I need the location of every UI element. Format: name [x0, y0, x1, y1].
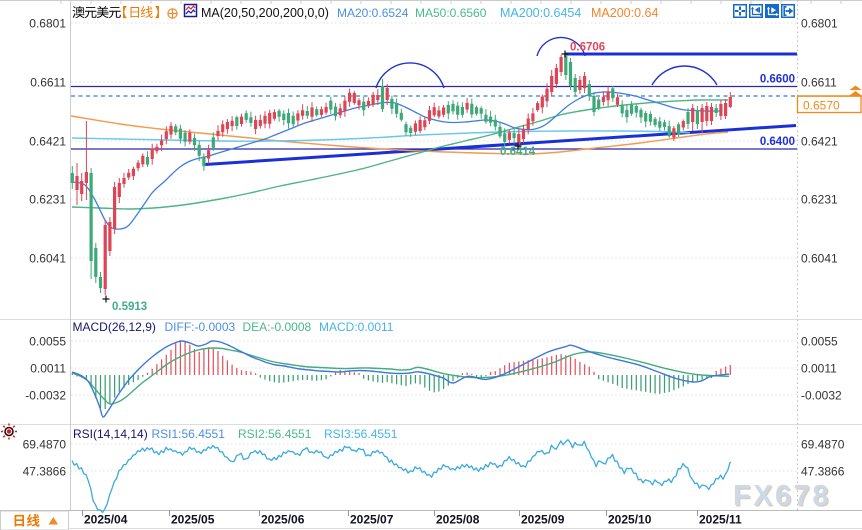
- svg-text:DEA:-0.0008: DEA:-0.0008: [243, 320, 312, 334]
- svg-text:MA(20,50,200,200,0,0): MA(20,50,200,200,0,0): [201, 6, 329, 20]
- svg-text:MA50:0.6560: MA50:0.6560: [415, 6, 487, 20]
- svg-text:2025/08: 2025/08: [436, 513, 480, 527]
- svg-text:MACD(26,12,9): MACD(26,12,9): [73, 320, 156, 334]
- svg-text:0.0055: 0.0055: [801, 335, 838, 349]
- svg-text:MA20:0.6524: MA20:0.6524: [337, 6, 409, 20]
- svg-text:0.5913: 0.5913: [112, 301, 147, 313]
- svg-text:0.6421: 0.6421: [29, 135, 66, 149]
- svg-text:47.3866: 47.3866: [801, 465, 845, 479]
- svg-text:FX678: FX678: [734, 481, 832, 513]
- svg-text:0.6400: 0.6400: [760, 136, 795, 148]
- svg-text:0.6041: 0.6041: [29, 252, 66, 266]
- svg-text:MACD:0.0011: MACD:0.0011: [319, 320, 394, 334]
- svg-text:0.6801: 0.6801: [29, 17, 66, 31]
- svg-text:0.6706: 0.6706: [570, 42, 605, 54]
- svg-text:2025/10: 2025/10: [608, 513, 652, 527]
- svg-text:RSI1:56.4551: RSI1:56.4551: [152, 427, 226, 441]
- svg-text:2025/11: 2025/11: [699, 513, 742, 527]
- svg-text:0.6231: 0.6231: [29, 193, 66, 207]
- svg-text:0.0011: 0.0011: [30, 362, 66, 376]
- svg-text:0.6611: 0.6611: [30, 76, 66, 90]
- svg-text:0.6421: 0.6421: [801, 135, 838, 149]
- svg-text:0.6231: 0.6231: [801, 193, 838, 207]
- svg-text:0.6600: 0.6600: [760, 74, 795, 86]
- svg-text:DIFF:-0.0003: DIFF:-0.0003: [165, 320, 236, 334]
- svg-text:-0.0032: -0.0032: [25, 389, 66, 403]
- svg-text:RSI3:56.4551: RSI3:56.4551: [324, 427, 398, 441]
- svg-text:2025/07: 2025/07: [350, 513, 394, 527]
- svg-text:0.0055: 0.0055: [29, 335, 66, 349]
- svg-text:69.4870: 69.4870: [23, 438, 67, 452]
- svg-text:-0.0032: -0.0032: [801, 389, 842, 403]
- svg-text:0.6611: 0.6611: [801, 76, 837, 90]
- svg-text:0.6414: 0.6414: [500, 146, 536, 158]
- svg-text:69.4870: 69.4870: [801, 438, 845, 452]
- svg-text:MA200:0.6454: MA200:0.6454: [500, 6, 581, 20]
- svg-text:0.6041: 0.6041: [801, 252, 838, 266]
- svg-text:0.6570: 0.6570: [803, 99, 840, 113]
- svg-text:FX678: FX678: [733, 480, 831, 512]
- svg-text:RSI(14,14,14): RSI(14,14,14): [73, 427, 148, 441]
- svg-text:2025/05: 2025/05: [171, 513, 215, 527]
- svg-text:0.0011: 0.0011: [801, 362, 837, 376]
- svg-text:0.6801: 0.6801: [801, 17, 838, 31]
- svg-text:2025/09: 2025/09: [521, 513, 565, 527]
- svg-text:2025/06: 2025/06: [261, 513, 305, 527]
- svg-text:RSI2:56.4551: RSI2:56.4551: [238, 427, 312, 441]
- svg-text:MA200:0.64: MA200:0.64: [591, 6, 658, 20]
- svg-text:47.3866: 47.3866: [23, 465, 67, 479]
- svg-text:2025/04: 2025/04: [84, 513, 128, 527]
